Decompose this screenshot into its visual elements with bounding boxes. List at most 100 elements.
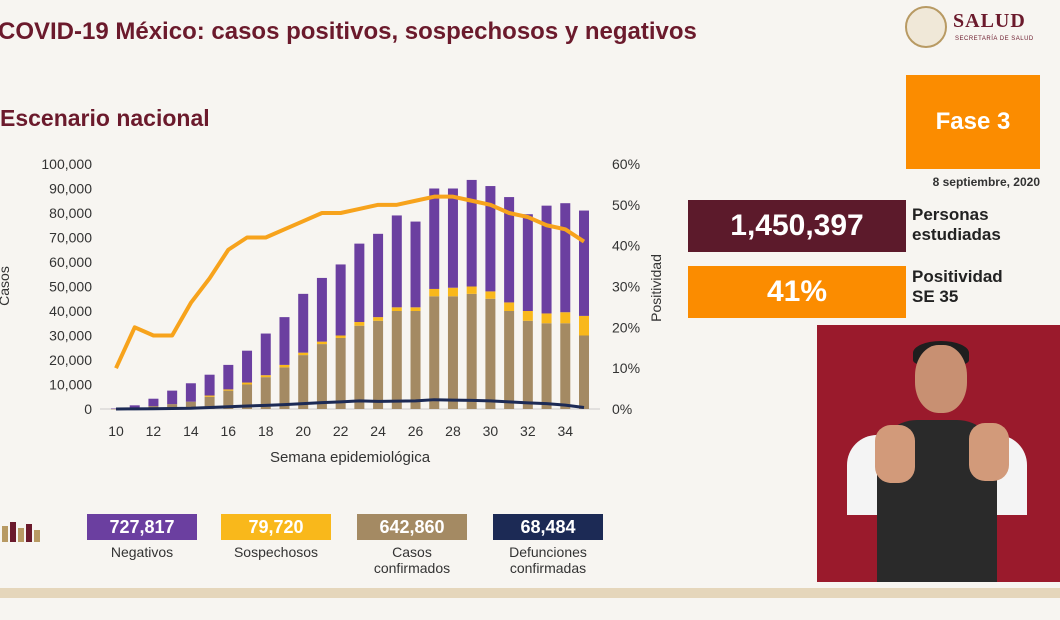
bar-segment (373, 233, 384, 318)
personas-estudiadas-box: 1,450,397 (688, 200, 906, 252)
bar-segment (560, 312, 571, 324)
x-tick-label: 34 (557, 423, 573, 439)
legend-defunciones: 68,484 Defunciones confirmadas (493, 514, 603, 576)
bar-segment (279, 364, 290, 368)
bar-segment (298, 352, 309, 356)
salud-logo: SALUD SECRETARÍA DE SALUD (905, 6, 1055, 50)
bar-segment (335, 337, 346, 409)
bar-segment (504, 302, 515, 311)
bar-segment (167, 390, 178, 405)
bar-segment (522, 214, 533, 311)
y-tick-label: 40,000 (49, 303, 92, 319)
x-tick-label: 16 (221, 423, 237, 439)
legend-value: 642,860 (357, 514, 467, 540)
bar-segment (429, 188, 440, 289)
bar-segment (148, 398, 159, 407)
fase-badge: Fase 3 (906, 75, 1040, 169)
bar-segment (260, 375, 271, 378)
x-tick-label: 24 (370, 423, 386, 439)
y-tick-label: 80,000 (49, 205, 92, 221)
x-tick-label: 26 (408, 423, 424, 439)
x-tick-label: 20 (295, 423, 311, 439)
bar-segment (485, 298, 496, 409)
logo-text: SALUD (953, 10, 1026, 32)
bar-segment (316, 341, 327, 345)
y2-tick-label: 0% (612, 401, 632, 417)
bar-segment (335, 335, 346, 338)
bar-segment (185, 383, 196, 402)
bar-segment (429, 288, 440, 297)
x-tick-label: 30 (483, 423, 499, 439)
bar-segment (485, 186, 496, 292)
right-hand (969, 423, 1009, 481)
y-tick-label: 30,000 (49, 328, 92, 344)
defunciones-line (115, 398, 585, 411)
x-tick-label: 14 (183, 423, 199, 439)
bar-segment (260, 377, 271, 409)
bar-segment (466, 179, 477, 287)
y-tick-label: 90,000 (49, 181, 92, 197)
bar-segment (541, 313, 552, 324)
bar-segment (223, 389, 234, 391)
bar-segment (316, 344, 327, 409)
legend-label: Sospechosos (233, 544, 319, 560)
positividad-label: Positividad SE 35 (912, 267, 1003, 307)
bar-segment (447, 188, 458, 288)
stat-label-line: Personas (912, 205, 989, 224)
interpreter-head (915, 345, 967, 413)
y2-tick-label: 50% (612, 197, 640, 213)
positividad-box: 41% (688, 266, 906, 318)
sign-language-interpreter-video (817, 325, 1060, 582)
y2-tick-label: 40% (612, 238, 640, 254)
left-hand (875, 425, 915, 483)
bar-segment (242, 384, 253, 409)
y-tick-label: 70,000 (49, 230, 92, 246)
bar-segment (223, 364, 234, 390)
y2-tick-label: 30% (612, 279, 640, 295)
y-tick-label: 60,000 (49, 254, 92, 270)
x-tick-label: 22 (333, 423, 349, 439)
legend-value: 79,720 (221, 514, 331, 540)
y-tick-label: 20,000 (49, 352, 92, 368)
bar-segment (429, 296, 440, 409)
page-title: COVID-19 México: casos positivos, sospec… (0, 18, 697, 45)
bar-segment (522, 311, 533, 321)
bar-segment (260, 333, 271, 376)
bar-segment (541, 205, 552, 314)
personas-estudiadas-label: Personas estudiadas (912, 205, 1001, 245)
legend-label: Casos confirmados (357, 544, 467, 576)
x-tick-label: 32 (520, 423, 536, 439)
y2-tick-label: 10% (612, 360, 640, 376)
bar-segment (298, 293, 309, 353)
legend-negativos: 727,817 Negativos (87, 514, 197, 560)
bar-segment (410, 311, 421, 409)
bar-segment (242, 382, 253, 385)
x-tick-label: 18 (258, 423, 274, 439)
bar-segment (391, 311, 402, 409)
bar-segment (204, 374, 215, 396)
legend-value: 727,817 (87, 514, 197, 540)
bar-segment (579, 210, 589, 316)
stat-label-line: SE 35 (912, 287, 959, 306)
bar-segment (223, 390, 234, 409)
positividad-line (114, 194, 586, 370)
bar-segment (504, 197, 515, 303)
bar-segment (242, 350, 253, 383)
legend-label-line: Defunciones (509, 544, 587, 560)
bar-segment (447, 296, 458, 409)
x-tick-label: 10 (108, 423, 124, 439)
decorative-figures-icon (2, 522, 40, 542)
bar-segment (466, 293, 477, 409)
bar-segment (185, 401, 196, 409)
bar-segment (111, 408, 121, 410)
bar-segment (279, 317, 290, 365)
stat-label-line: Positividad (912, 267, 1003, 286)
bar-segment (541, 323, 552, 409)
bar-segment (204, 396, 215, 409)
y2-tick-label: 60% (612, 156, 640, 172)
x-tick-label: 12 (146, 423, 162, 439)
page-subtitle: Escenario nacional (0, 105, 210, 131)
bar-segment (335, 264, 346, 336)
logo-subtext: SECRETARÍA DE SALUD (955, 36, 1034, 42)
legend-value: 68,484 (493, 514, 603, 540)
